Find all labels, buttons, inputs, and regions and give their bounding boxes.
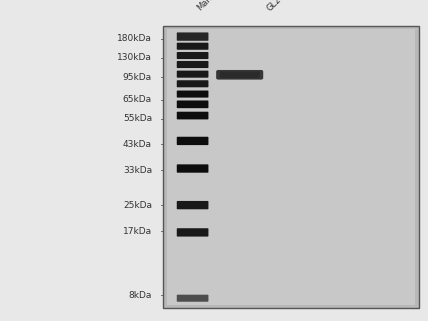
FancyBboxPatch shape (177, 164, 208, 173)
Bar (163, 26, 419, 308)
Text: 43kDa: 43kDa (123, 140, 152, 149)
Text: 95kDa: 95kDa (123, 73, 152, 82)
FancyBboxPatch shape (177, 61, 208, 68)
Text: 25kDa: 25kDa (123, 201, 152, 210)
FancyBboxPatch shape (177, 52, 208, 59)
FancyBboxPatch shape (177, 43, 208, 50)
FancyBboxPatch shape (177, 100, 208, 108)
FancyBboxPatch shape (177, 32, 208, 41)
Bar (167, 29, 415, 305)
FancyBboxPatch shape (177, 80, 208, 87)
FancyBboxPatch shape (177, 228, 208, 237)
Text: Marker-1001: Marker-1001 (195, 0, 238, 13)
Text: 65kDa: 65kDa (123, 95, 152, 104)
FancyBboxPatch shape (177, 137, 208, 145)
Text: 180kDa: 180kDa (117, 34, 152, 43)
FancyBboxPatch shape (177, 112, 208, 119)
Text: 8kDa: 8kDa (128, 291, 152, 300)
FancyBboxPatch shape (177, 201, 208, 209)
FancyBboxPatch shape (177, 71, 208, 78)
Text: GL2-RS583--400ng: GL2-RS583--400ng (265, 0, 327, 13)
Text: 33kDa: 33kDa (123, 166, 152, 175)
FancyBboxPatch shape (216, 70, 263, 80)
Text: 17kDa: 17kDa (123, 227, 152, 236)
FancyBboxPatch shape (177, 91, 208, 98)
FancyBboxPatch shape (177, 295, 208, 302)
Text: 130kDa: 130kDa (117, 53, 152, 62)
Text: 55kDa: 55kDa (123, 114, 152, 123)
FancyBboxPatch shape (220, 72, 260, 78)
